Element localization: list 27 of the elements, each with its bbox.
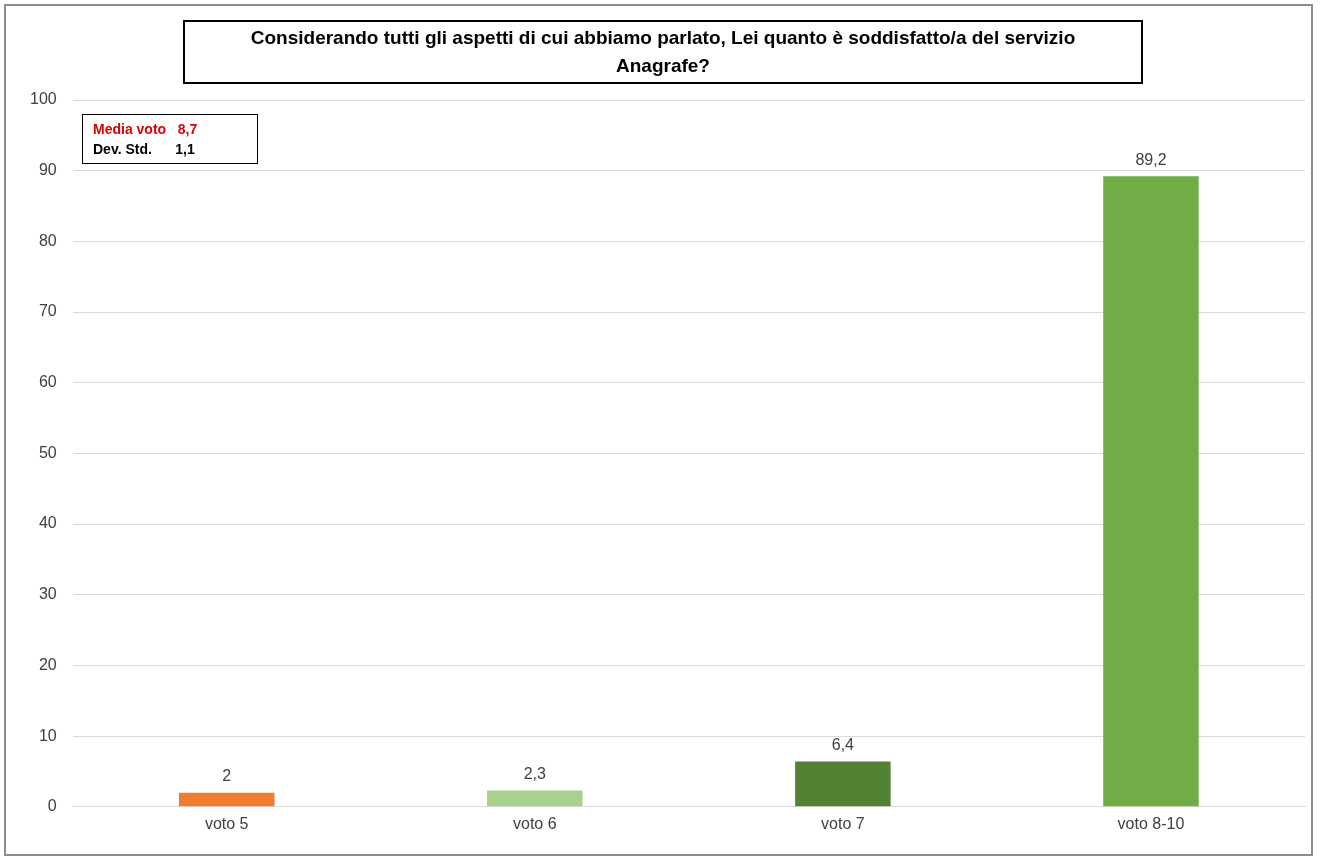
y-tick-label: 70 [38,302,57,320]
x-tick-label: voto 5 [204,814,249,832]
bar [795,761,891,807]
y-tick-label: 80 [38,231,57,249]
y-tick-label: 10 [38,726,57,744]
bar [1103,176,1199,807]
x-tick-label: voto 6 [513,814,557,832]
note-box: Media voto 8,7 Dev. Std. 1,1 [82,114,258,164]
x-tick-label: voto 8-10 [1117,814,1185,832]
bar [178,792,275,807]
x-tick-label: voto 7 [821,814,865,832]
chart-title: Considerando tutti gli aspetti di cui abbiamo parlato, Lei quanto è soddisfatto/a del servizio Anagrafe? [183,20,1143,84]
y-tick-label: 20 [38,655,57,673]
y-tick-label: 40 [38,514,57,532]
data-label: 2,3 [523,764,547,782]
y-tick-label: 0 [47,797,57,815]
y-tick-label: 60 [38,373,57,391]
y-tick-label: 30 [38,585,57,603]
data-label: 6,4 [831,735,855,753]
data-label: 2 [222,767,232,785]
y-tick-label: 90 [38,161,57,179]
y-tick-label: 50 [38,443,57,461]
bar [487,790,583,807]
data-label: 89,2 [1135,150,1167,168]
y-tick-label: 100 [29,90,57,108]
annotation: Media voto 8,7 [93,120,199,139]
annotation: Dev. Std. 1,1 [93,140,196,159]
